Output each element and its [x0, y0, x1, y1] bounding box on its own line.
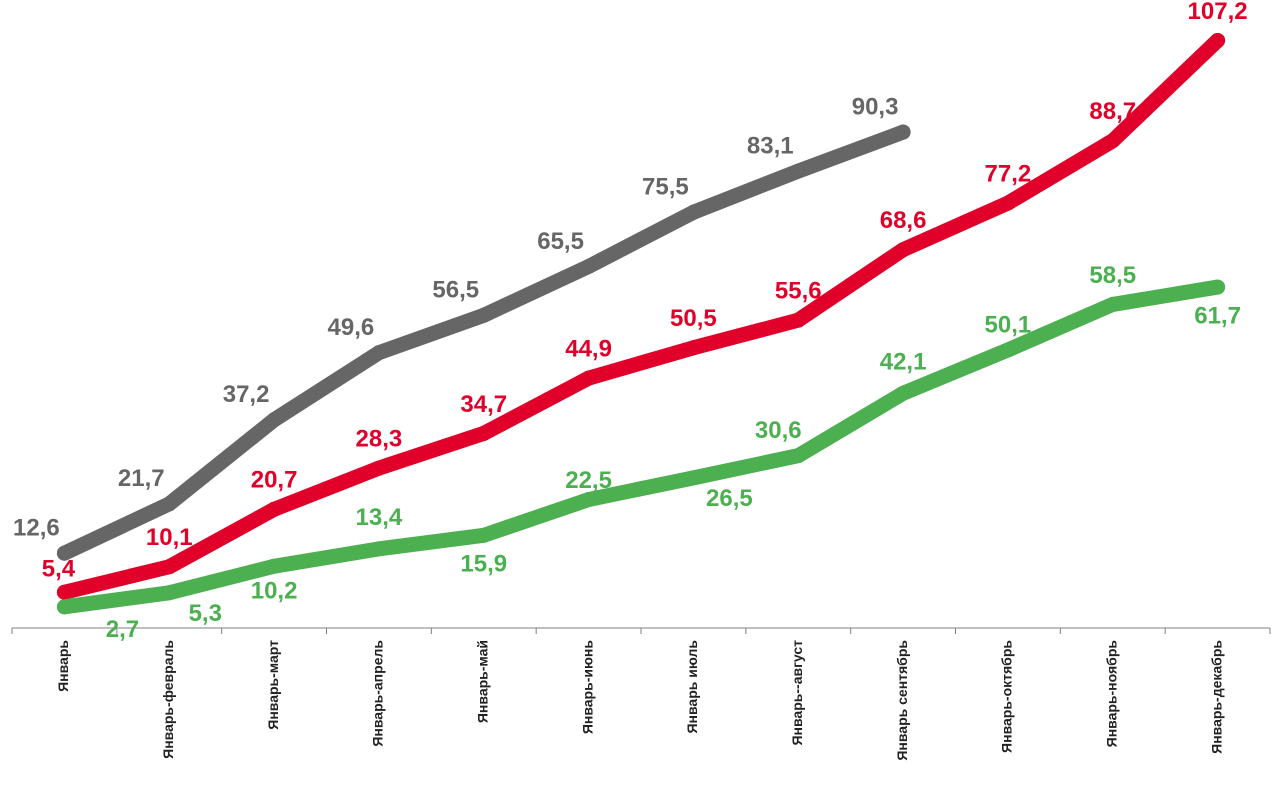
data-point: [1000, 342, 1016, 358]
data-point: [56, 545, 72, 561]
data-point: [161, 496, 177, 512]
data-label: 44,9: [565, 335, 612, 362]
data-label: 34,7: [460, 391, 507, 418]
category-tick-label: Январь июль: [684, 640, 700, 734]
data-label: 56,5: [432, 277, 479, 304]
data-point: [895, 385, 911, 401]
data-label: 75,5: [642, 174, 689, 201]
data-label: 5,4: [42, 556, 76, 583]
category-tick-label: Январь-апрель: [370, 640, 386, 747]
data-label: 20,7: [251, 467, 298, 494]
category-tick-label: Январь--август: [789, 640, 805, 746]
data-point: [161, 585, 177, 601]
data-point: [581, 258, 597, 274]
category-tick-label: Январь-март: [265, 640, 281, 730]
data-point: [266, 501, 282, 517]
data-label: 42,1: [880, 349, 927, 376]
series-line-3: [56, 279, 1226, 615]
data-label: 13,4: [356, 504, 403, 531]
data-point: [476, 307, 492, 323]
data-point: [56, 599, 72, 615]
category-tick-label: Январь сентябрь: [894, 640, 910, 761]
data-point: [790, 312, 806, 328]
data-label: 50,5: [670, 305, 717, 332]
data-label: 5,3: [189, 600, 222, 627]
data-label: 68,6: [880, 207, 927, 234]
data-label: 10,2: [251, 578, 298, 605]
data-label: 15,9: [460, 551, 507, 578]
data-point: [371, 345, 387, 361]
x-axis: Январь Январь-февраль Январь-март Январь-ап…: [11, 627, 1271, 761]
data-label: 77,2: [985, 160, 1032, 187]
series-lines: [56, 32, 1226, 615]
data-point: [895, 124, 911, 140]
data-point: [1105, 296, 1121, 312]
series-line-1: [56, 124, 911, 561]
data-point: [371, 460, 387, 476]
data-point: [266, 412, 282, 428]
category-tick-label: Январь: [55, 640, 71, 692]
data-label: 10,1: [146, 524, 193, 551]
data-label: 88,7: [1089, 98, 1136, 125]
data-label: 83,1: [747, 132, 794, 159]
data-label: 58,5: [1089, 262, 1136, 289]
data-point: [1210, 32, 1226, 48]
data-point: [790, 448, 806, 464]
data-point: [56, 584, 72, 600]
data-label: 50,1: [985, 311, 1032, 338]
data-label: 28,3: [356, 425, 403, 452]
category-tick-label: Январь-июнь: [579, 640, 595, 735]
data-label: 26,5: [706, 485, 753, 512]
data-point: [476, 527, 492, 543]
data-point: [1210, 279, 1226, 295]
category-tick-label: Январь-декабрь: [1208, 640, 1224, 754]
data-point: [266, 558, 282, 574]
category-tick-label: Январь-ноябрь: [1103, 640, 1119, 748]
category-tick-label: Январь-октябрь: [999, 640, 1015, 753]
data-label: 12,6: [13, 515, 60, 542]
data-point: [161, 559, 177, 575]
data-label: 55,6: [775, 277, 822, 304]
data-label: 2,7: [106, 616, 139, 643]
data-point: [581, 370, 597, 386]
data-point: [685, 204, 701, 220]
data-label: 30,6: [755, 417, 802, 444]
data-point: [371, 541, 387, 557]
data-point: [895, 242, 911, 258]
data-point: [581, 492, 597, 508]
data-label: 61,7: [1194, 302, 1241, 329]
data-point: [1000, 195, 1016, 211]
data-labels: 12,6 21,7 37,2 49,6 56,5 65,5 75,5 83,1 90,3 5,4 1…: [13, 0, 1248, 643]
data-label: 49,6: [328, 314, 375, 341]
data-label: 107,2: [1188, 0, 1248, 25]
data-label: 65,5: [537, 228, 584, 255]
category-tick-label: Январь-май: [474, 640, 490, 723]
data-label: 90,3: [852, 93, 899, 120]
category-tick-label: Январь-февраль: [160, 640, 176, 759]
data-point: [476, 425, 492, 441]
data-point: [685, 340, 701, 356]
data-point: [790, 163, 806, 179]
data-label: 22,5: [565, 467, 612, 494]
data-label: 21,7: [118, 465, 165, 492]
data-point: [685, 470, 701, 486]
series-line-2: [56, 32, 1226, 600]
data-point: [1105, 133, 1121, 149]
data-label: 37,2: [223, 381, 270, 408]
